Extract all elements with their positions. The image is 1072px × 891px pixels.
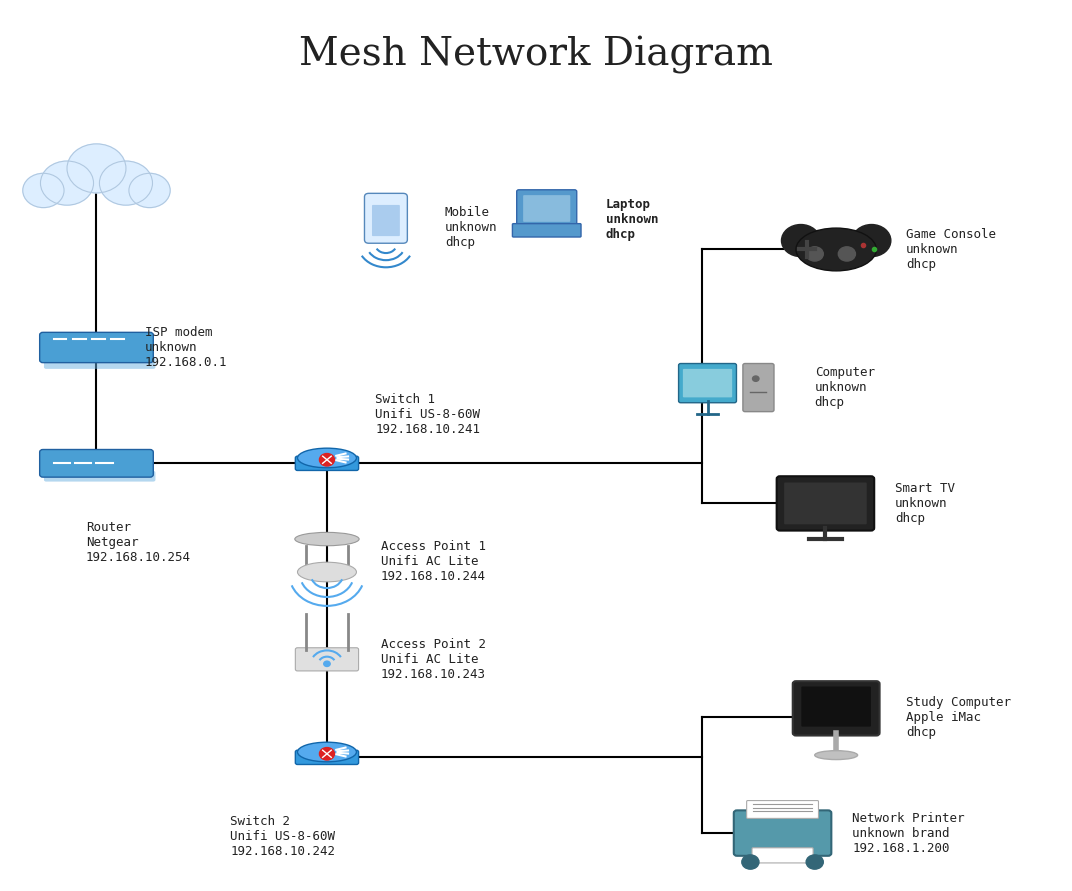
- Text: Game Console
unknown
dhcp: Game Console unknown dhcp: [906, 228, 996, 271]
- FancyBboxPatch shape: [364, 193, 407, 243]
- FancyBboxPatch shape: [523, 195, 570, 222]
- FancyBboxPatch shape: [733, 811, 832, 855]
- Text: Computer
unknown
dhcp: Computer unknown dhcp: [815, 366, 875, 409]
- Text: Network Printer
unknown brand
192.168.1.200: Network Printer unknown brand 192.168.1.…: [852, 812, 965, 854]
- Text: Access Point 2
Unifi AC Lite
192.168.10.243: Access Point 2 Unifi AC Lite 192.168.10.…: [381, 638, 486, 681]
- Ellipse shape: [815, 750, 858, 759]
- FancyBboxPatch shape: [683, 369, 732, 397]
- Ellipse shape: [297, 742, 356, 762]
- Circle shape: [319, 454, 334, 466]
- Circle shape: [781, 225, 820, 257]
- FancyBboxPatch shape: [776, 476, 875, 531]
- FancyBboxPatch shape: [295, 750, 358, 764]
- Circle shape: [23, 173, 64, 208]
- Circle shape: [806, 855, 823, 870]
- Text: ISP modem
unknown
192.168.0.1: ISP modem unknown 192.168.0.1: [145, 326, 227, 369]
- Circle shape: [742, 855, 759, 870]
- Text: Mobile
unknown
dhcp: Mobile unknown dhcp: [445, 206, 497, 249]
- Circle shape: [66, 143, 126, 192]
- Text: Router
Netgear
192.168.10.254: Router Netgear 192.168.10.254: [86, 521, 191, 564]
- Circle shape: [806, 247, 823, 261]
- Text: Smart TV
unknown
dhcp: Smart TV unknown dhcp: [895, 482, 955, 525]
- Circle shape: [324, 661, 330, 666]
- Circle shape: [41, 161, 93, 205]
- FancyBboxPatch shape: [679, 364, 736, 403]
- FancyBboxPatch shape: [512, 224, 581, 237]
- Circle shape: [753, 376, 759, 381]
- FancyBboxPatch shape: [785, 483, 866, 524]
- Circle shape: [319, 748, 334, 760]
- FancyBboxPatch shape: [44, 356, 155, 369]
- Ellipse shape: [297, 448, 356, 468]
- Circle shape: [838, 247, 855, 261]
- FancyBboxPatch shape: [372, 205, 400, 236]
- Text: Mesh Network Diagram: Mesh Network Diagram: [299, 36, 773, 74]
- FancyBboxPatch shape: [746, 801, 819, 818]
- FancyBboxPatch shape: [517, 190, 577, 227]
- FancyBboxPatch shape: [295, 456, 358, 470]
- Text: Access Point 1
Unifi AC Lite
192.168.10.244: Access Point 1 Unifi AC Lite 192.168.10.…: [381, 540, 486, 583]
- Ellipse shape: [795, 228, 877, 271]
- FancyBboxPatch shape: [40, 450, 153, 478]
- Text: Study Computer
Apple iMac
dhcp: Study Computer Apple iMac dhcp: [906, 696, 1011, 739]
- FancyBboxPatch shape: [295, 648, 358, 671]
- FancyBboxPatch shape: [743, 364, 774, 412]
- FancyBboxPatch shape: [793, 681, 879, 736]
- FancyBboxPatch shape: [40, 332, 153, 363]
- Circle shape: [129, 173, 170, 208]
- Text: Switch 2
Unifi US-8-60W
192.168.10.242: Switch 2 Unifi US-8-60W 192.168.10.242: [230, 815, 336, 858]
- FancyBboxPatch shape: [44, 470, 155, 481]
- FancyBboxPatch shape: [802, 686, 870, 727]
- Ellipse shape: [295, 532, 359, 545]
- Text: unknown
dhcp: unknown dhcp: [606, 213, 658, 241]
- Text: Switch 1
Unifi US-8-60W
192.168.10.241: Switch 1 Unifi US-8-60W 192.168.10.241: [375, 393, 480, 436]
- Circle shape: [852, 225, 891, 257]
- Ellipse shape: [297, 562, 356, 582]
- FancyBboxPatch shape: [753, 848, 814, 862]
- Circle shape: [100, 161, 152, 205]
- Text: Laptop: Laptop: [606, 199, 651, 211]
